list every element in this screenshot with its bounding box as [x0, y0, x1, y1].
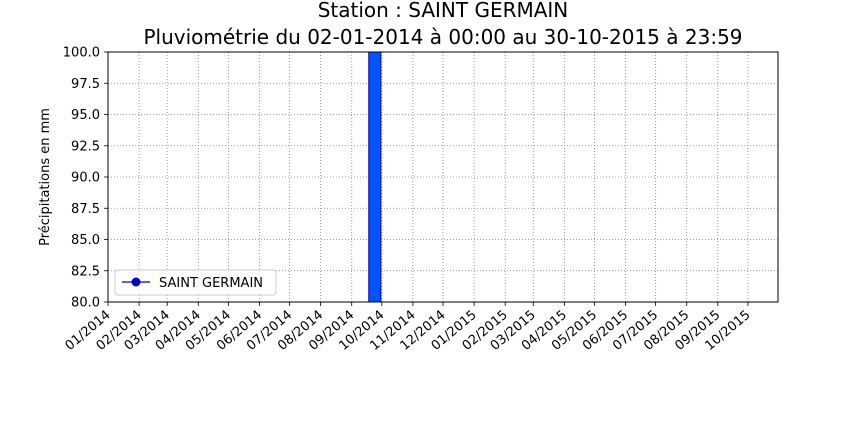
bar-series — [368, 51, 382, 303]
chart-title-line-2: Pluviométrie du 02-01-2014 à 00:00 au 30… — [143, 25, 742, 49]
plot-frame — [107, 51, 779, 303]
y-tick-label: 92.5 — [71, 139, 100, 154]
rainfall-bar — [368, 51, 382, 303]
y-tick-label: 90.0 — [71, 171, 100, 186]
legend-label: SAINT GERMAIN — [159, 276, 263, 291]
y-tick-label: 80.0 — [71, 296, 100, 311]
y-axis: 80.0 82.5 85.0 87.5 90.0 92.5 95.0 97.5 100.0 — [63, 46, 108, 311]
y-tick-label: 100.0 — [63, 46, 100, 61]
y-axis-label: Précipitations en mm — [38, 108, 53, 246]
chart-title-line-1: Station : SAINT GERMAIN — [318, 0, 569, 22]
legend: SAINT GERMAIN — [114, 269, 277, 296]
y-tick-label: 85.0 — [71, 233, 100, 248]
y-tick-label: 95.0 — [71, 108, 100, 123]
y-tick-label: 82.5 — [71, 264, 100, 279]
y-tick-label: 87.5 — [71, 202, 100, 217]
legend-box — [114, 269, 277, 296]
grid — [107, 51, 778, 303]
x-axis: 01/201402/201403/201404/201405/201406/20… — [63, 302, 753, 354]
legend-marker-icon — [131, 277, 141, 287]
y-tick-label: 97.5 — [71, 77, 100, 92]
